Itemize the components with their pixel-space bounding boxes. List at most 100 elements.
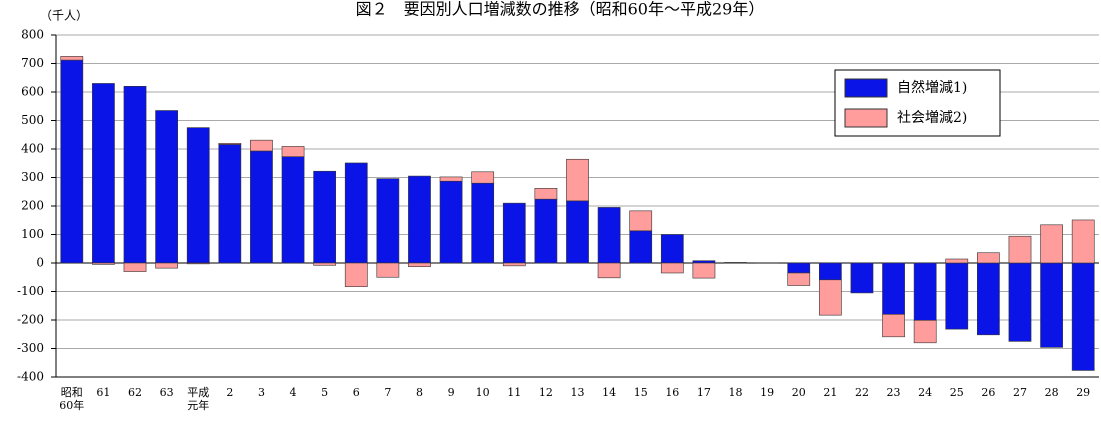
x-tick-label: 昭和 60年	[59, 386, 85, 412]
bar	[913, 319, 937, 344]
bar	[376, 178, 400, 264]
bar	[408, 175, 431, 264]
bar	[818, 262, 842, 281]
y-tick-label: 700	[21, 56, 44, 70]
bar	[218, 144, 242, 264]
bar	[1008, 235, 1032, 264]
bar	[60, 59, 84, 264]
bar	[534, 188, 558, 200]
x-tick-label: 11	[507, 386, 522, 399]
y-tick-label: 200	[21, 199, 44, 213]
legend-swatch	[844, 108, 888, 128]
bar	[186, 262, 210, 265]
bar	[566, 158, 589, 202]
bar	[155, 110, 178, 264]
bar	[439, 180, 463, 264]
x-tick-label: 17	[696, 386, 711, 399]
bar	[376, 262, 400, 278]
y-tick-label: -100	[17, 284, 44, 298]
bar	[250, 139, 273, 152]
x-tick-label: 4	[289, 386, 297, 399]
bar	[629, 210, 653, 232]
x-tick-label: 7	[384, 386, 392, 399]
x-tick-label: 10	[475, 386, 490, 399]
bar	[281, 156, 305, 264]
bar	[850, 262, 874, 294]
x-tick-label: 28	[1044, 386, 1059, 399]
x-tick-label: 26	[981, 386, 996, 399]
y-tick-label: 600	[21, 85, 44, 99]
bar	[787, 262, 811, 274]
x-tick-label: 12	[538, 386, 553, 399]
bar	[502, 202, 526, 264]
bar	[1071, 219, 1095, 264]
bar	[629, 230, 653, 264]
bar	[344, 262, 368, 287]
x-tick-label: 24	[918, 386, 933, 399]
x-tick-label: 63	[159, 386, 174, 399]
y-tick-label: 300	[21, 170, 44, 184]
bar	[660, 234, 684, 264]
bar	[692, 260, 716, 264]
legend-label: 自然増減1)	[897, 79, 967, 96]
bar	[92, 262, 115, 265]
legend-swatch	[844, 78, 888, 98]
x-tick-label: 3	[257, 386, 265, 399]
bar	[471, 182, 495, 264]
bar	[1071, 262, 1095, 371]
x-tick-label: 19	[760, 386, 775, 399]
bar	[913, 262, 937, 321]
bar	[597, 207, 621, 264]
bar	[123, 262, 147, 272]
x-tick-label: 18	[728, 386, 743, 399]
x-tick-label: 61	[96, 386, 111, 399]
x-tick-label: 16	[665, 386, 680, 399]
x-tick-label: 29	[1076, 386, 1091, 399]
y-axis-label: （千人）	[40, 9, 88, 23]
bar	[1008, 262, 1032, 342]
bar	[344, 162, 368, 264]
y-tick-label: 0	[36, 256, 44, 270]
y-tick-label: -200	[17, 313, 44, 327]
y-tick-label: 400	[21, 142, 44, 156]
bar	[977, 252, 1000, 264]
bar	[787, 272, 811, 286]
bar	[250, 150, 273, 264]
x-tick-label: 62	[128, 386, 142, 399]
bar	[1040, 262, 1063, 348]
bar	[281, 146, 305, 157]
bar	[882, 262, 905, 315]
bar	[471, 171, 495, 184]
bar	[945, 262, 969, 330]
bar	[945, 258, 969, 264]
bar	[186, 127, 210, 264]
y-tick-label: -300	[17, 341, 44, 355]
x-tick-label: 25	[949, 386, 964, 399]
y-tick-label: 500	[21, 113, 44, 127]
x-tick-label: 14	[602, 386, 617, 399]
bar	[597, 262, 621, 279]
bar	[502, 262, 526, 267]
x-tick-label: 平成 元年	[187, 386, 210, 412]
bar	[155, 262, 178, 269]
y-tick-label: 100	[21, 227, 44, 241]
bar	[818, 279, 842, 316]
bar	[977, 262, 1000, 336]
x-tick-label: 22	[854, 386, 869, 399]
x-tick-label: 2	[226, 386, 234, 399]
x-tick-label: 8	[415, 386, 423, 399]
bar	[1040, 224, 1063, 264]
x-tick-label: 23	[886, 386, 901, 399]
x-tick-label: 6	[352, 386, 360, 399]
bar	[218, 143, 242, 145]
x-tick-label: 15	[633, 386, 648, 399]
bar	[60, 56, 84, 61]
bar	[408, 262, 431, 268]
bar	[313, 170, 337, 264]
bar	[439, 176, 463, 182]
x-tick-label: 21	[823, 386, 838, 399]
bar	[566, 200, 589, 264]
bar	[313, 262, 337, 266]
